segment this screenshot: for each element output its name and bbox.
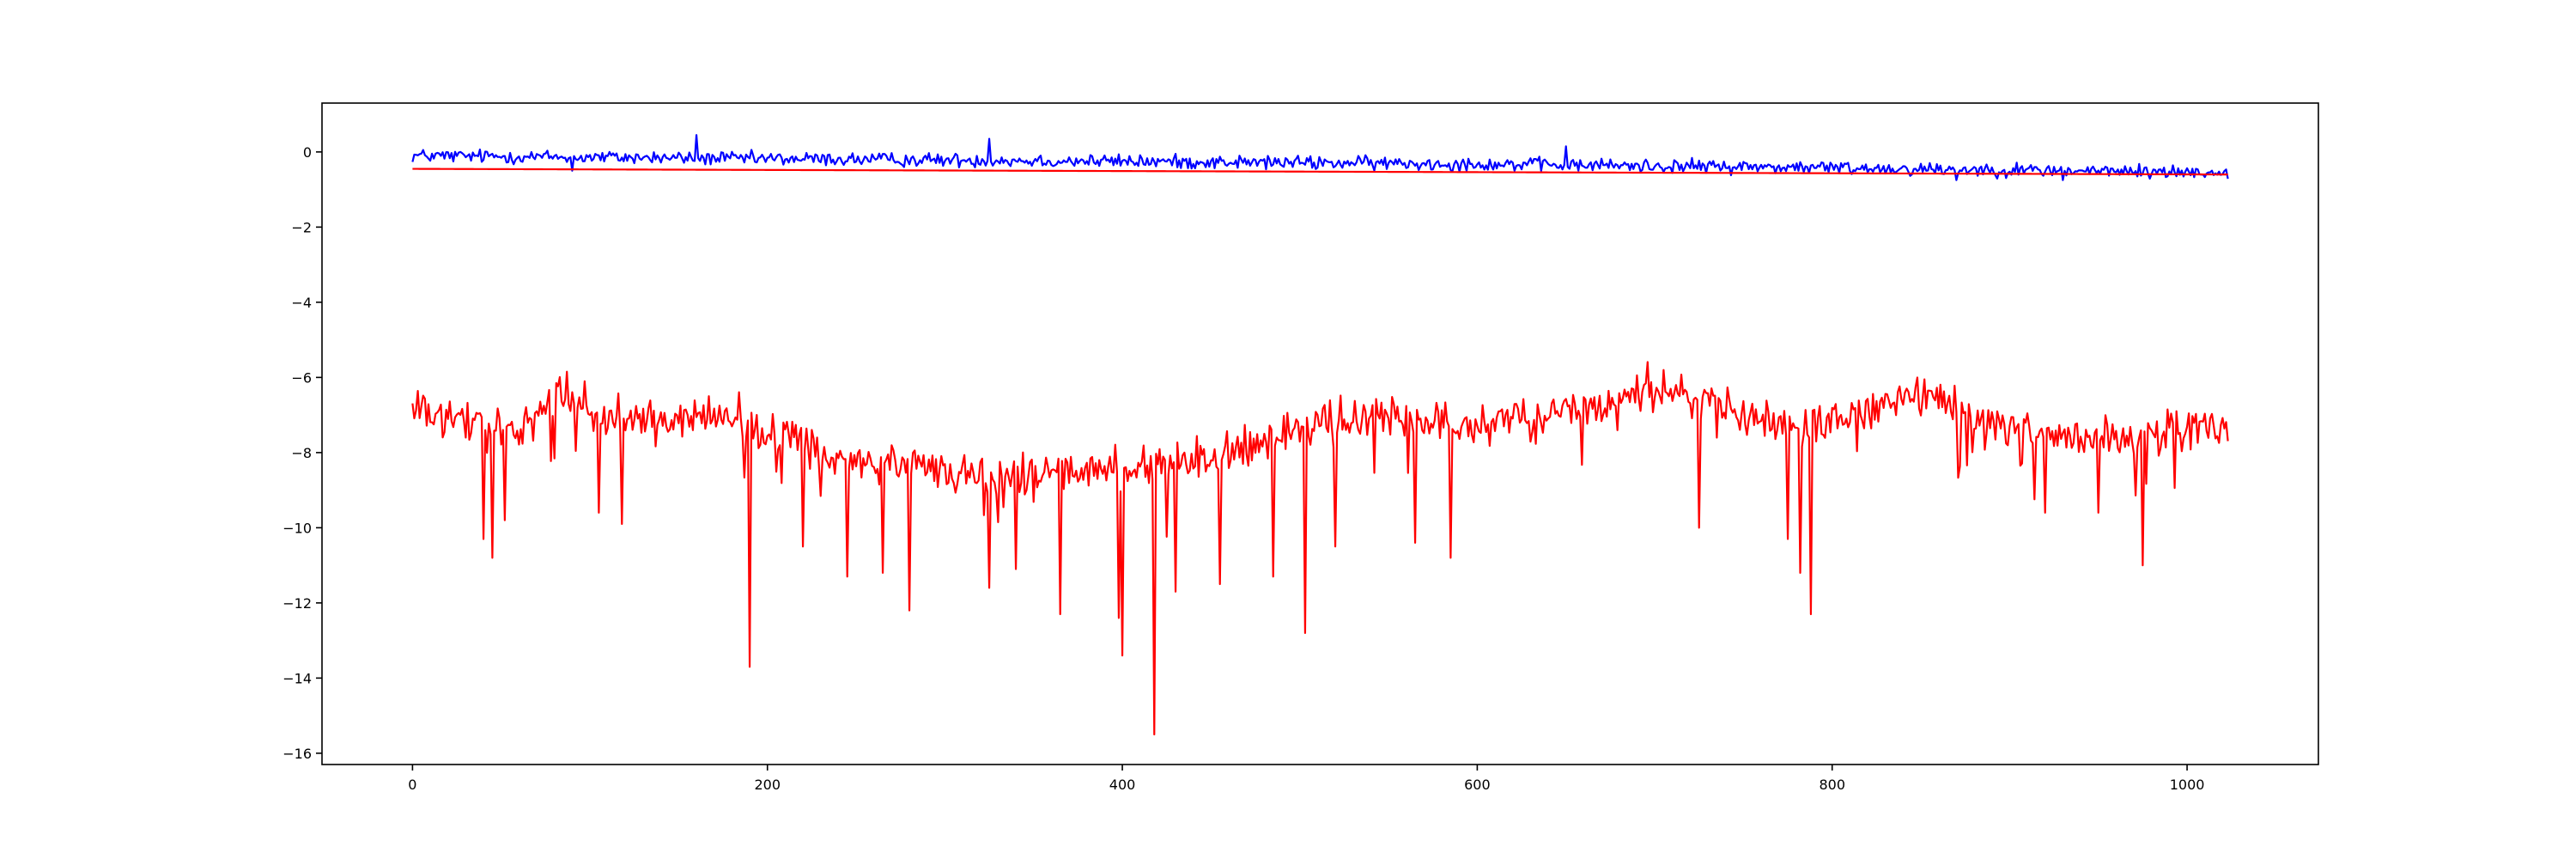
series-line-1 <box>411 134 2229 181</box>
y-tick-label: −2 <box>291 219 312 235</box>
y-tick-label: −14 <box>283 670 312 686</box>
x-tick-label: 0 <box>408 777 416 793</box>
y-tick-label: −4 <box>291 295 312 311</box>
x-axis: 0 200 400 600 800 1000 <box>408 765 2204 793</box>
y-tick-label: 0 <box>303 144 312 161</box>
series-line-2 <box>412 168 2228 176</box>
axes-frame <box>321 102 2319 765</box>
series-line-3 <box>411 361 2229 736</box>
y-tick-label: −16 <box>283 746 312 762</box>
x-tick-label: 800 <box>1819 777 1845 793</box>
y-tick-label: −10 <box>283 520 312 536</box>
y-tick-label: −6 <box>291 369 312 386</box>
x-tick-label: 200 <box>754 777 781 793</box>
y-tick-label: −8 <box>291 445 312 461</box>
x-tick-label: 600 <box>1464 777 1491 793</box>
x-tick-label: 1000 <box>2170 777 2205 793</box>
y-tick-label: −12 <box>283 595 312 612</box>
series-layer <box>411 134 2229 736</box>
y-axis: 0 −2 −4 −6 −8 −10 −12 −14 −16 <box>283 144 322 762</box>
x-tick-label: 400 <box>1109 777 1136 793</box>
